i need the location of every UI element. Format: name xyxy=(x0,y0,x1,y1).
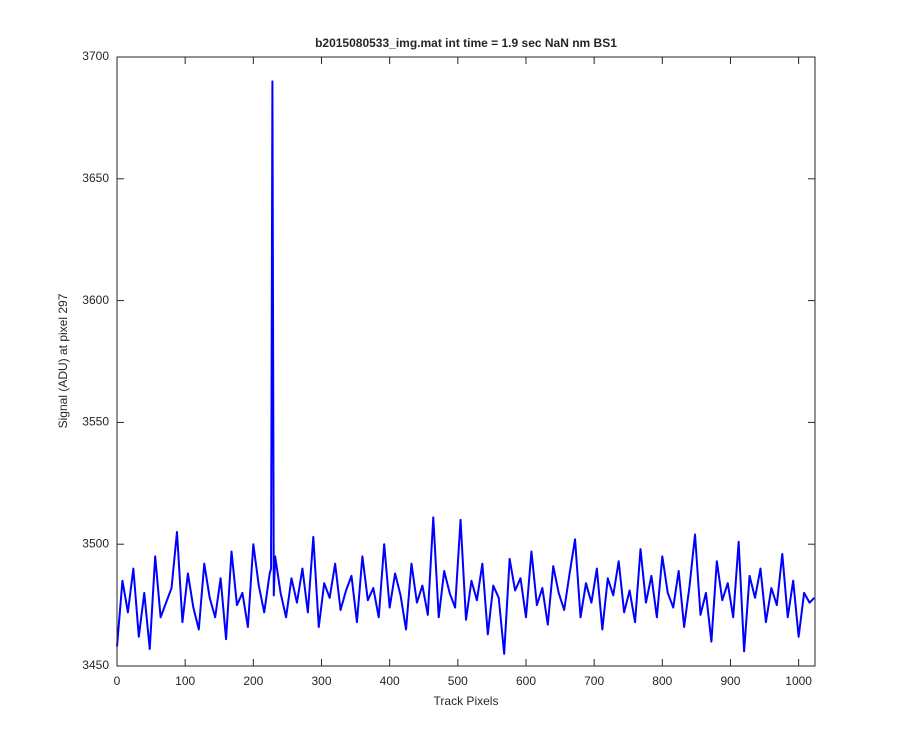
chart-title: b2015080533_img.mat int time = 1.9 sec N… xyxy=(315,36,617,50)
x-tick-label: 100 xyxy=(175,674,195,688)
y-tick-label: 3600 xyxy=(82,293,109,307)
y-tick-label: 3450 xyxy=(82,658,109,672)
data-line xyxy=(116,80,816,655)
x-tick-label: 800 xyxy=(652,674,672,688)
plot-frame xyxy=(116,56,816,667)
y-tick-label: 3700 xyxy=(82,49,109,63)
x-tick-label: 300 xyxy=(311,674,331,688)
x-tick-label: 200 xyxy=(243,674,263,688)
x-tick-label: 900 xyxy=(720,674,740,688)
x-tick-label: 400 xyxy=(380,674,400,688)
y-tick-label: 3500 xyxy=(82,536,109,550)
x-tick-label: 1000 xyxy=(785,674,812,688)
x-tick-label: 600 xyxy=(516,674,536,688)
x-tick-label: 0 xyxy=(114,674,121,688)
x-tick-label: 500 xyxy=(448,674,468,688)
y-tick-label: 3550 xyxy=(82,415,109,429)
x-tick-label: 700 xyxy=(584,674,604,688)
y-axis-label: Signal (ADU) at pixel 297 xyxy=(56,293,70,428)
x-axis-label: Track Pixels xyxy=(434,694,499,708)
y-tick-label: 3650 xyxy=(82,171,109,185)
